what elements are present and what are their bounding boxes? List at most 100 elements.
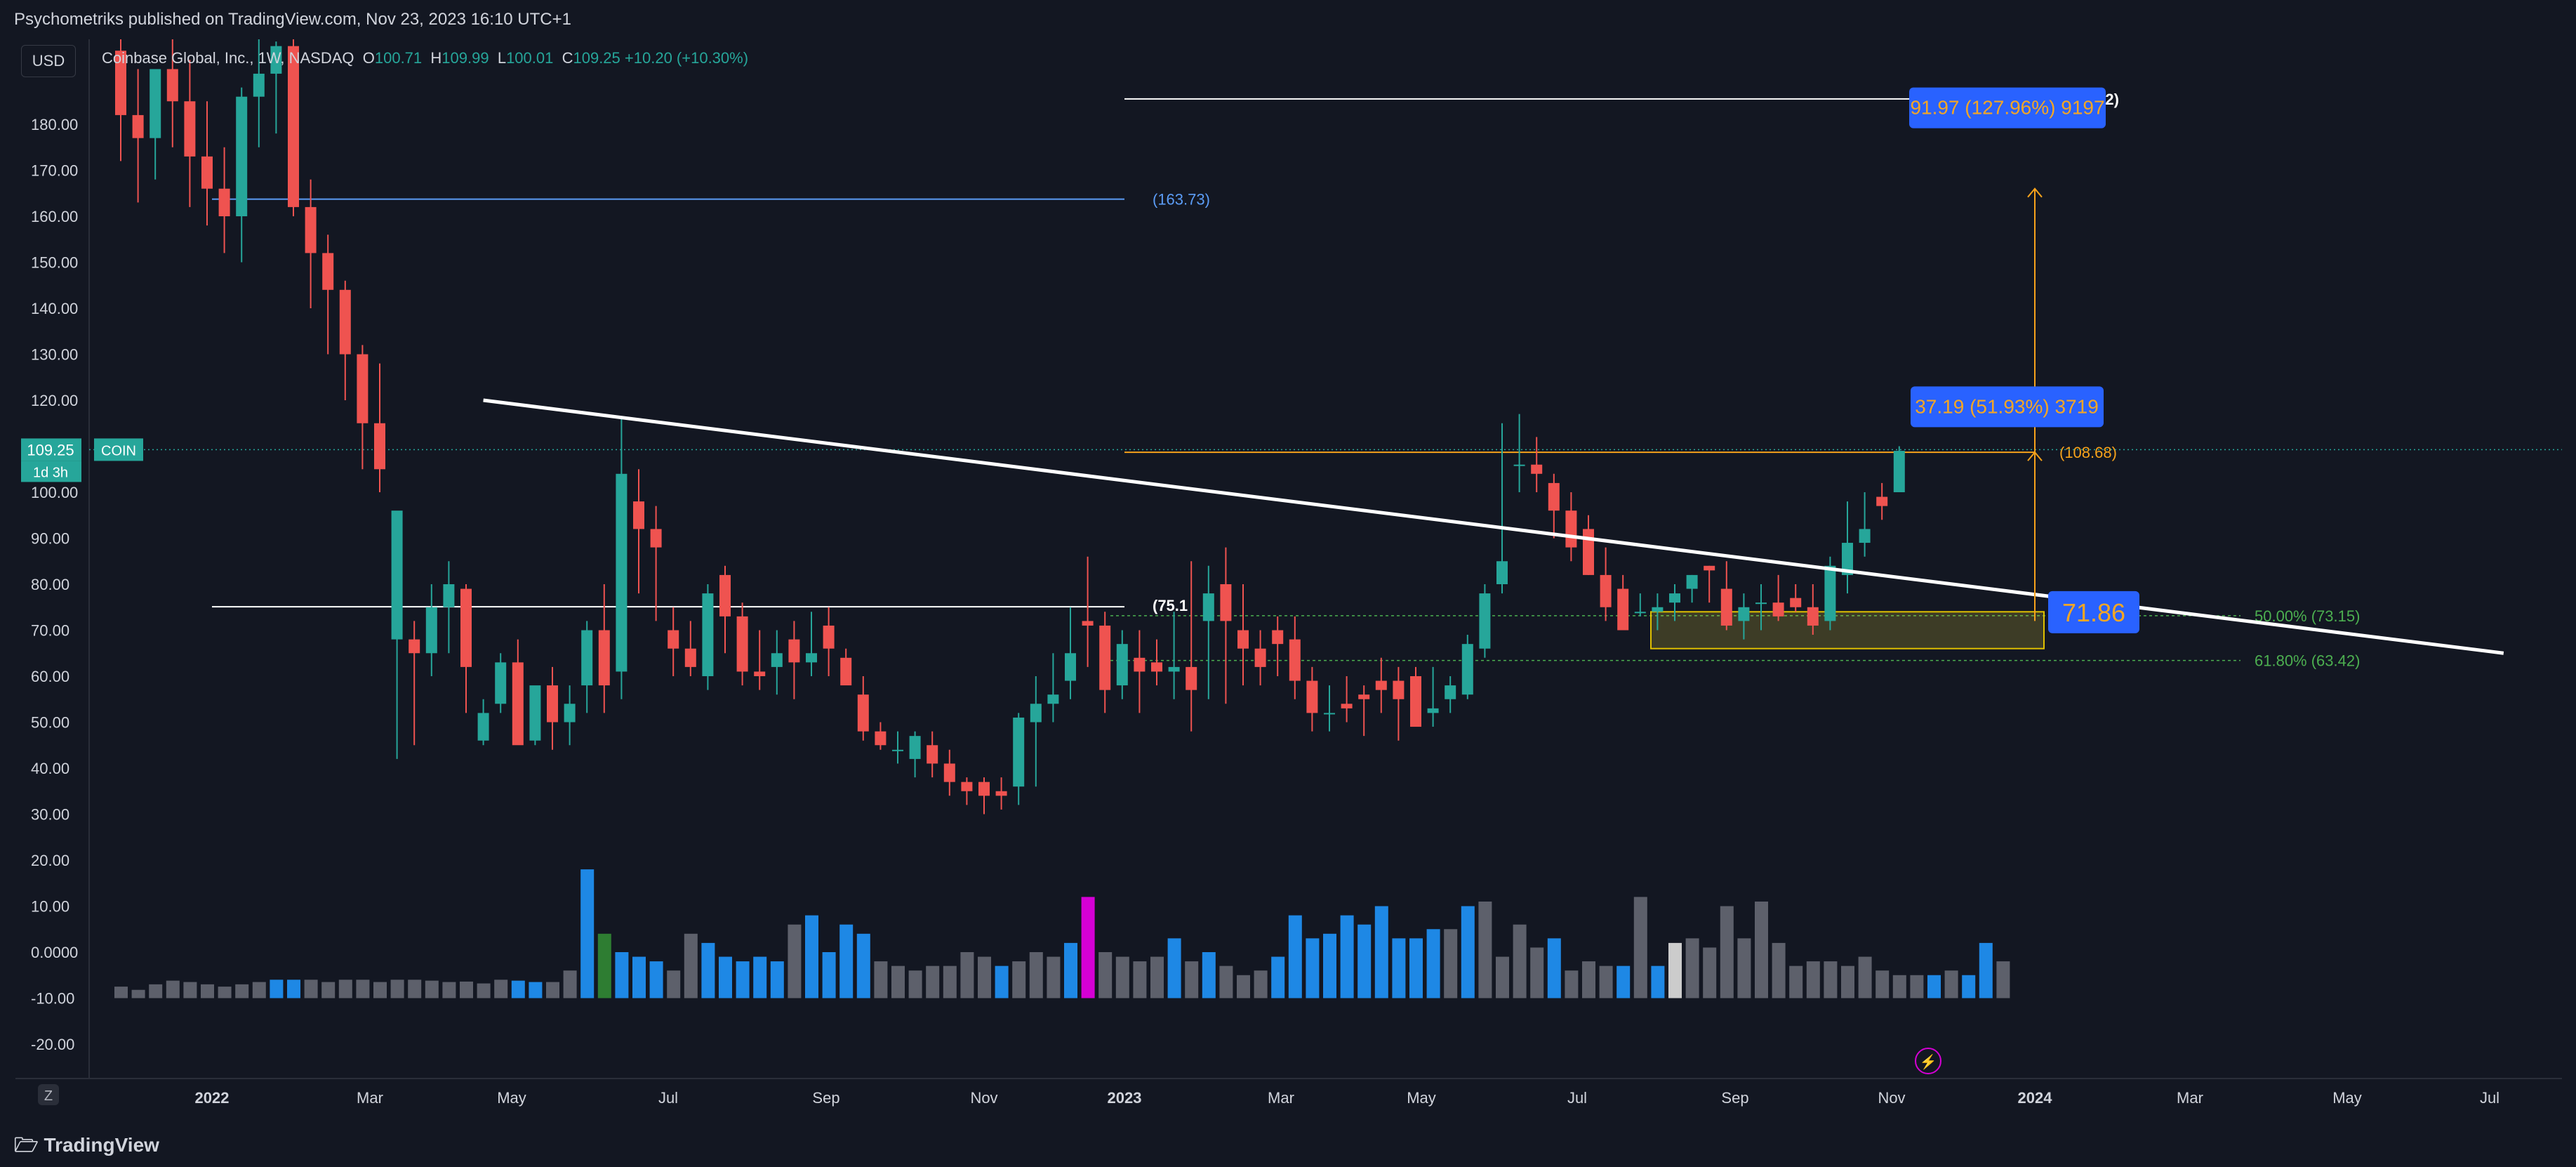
- volume-bar: [736, 961, 750, 998]
- volume-bar: [494, 980, 508, 998]
- last-price-tag: [21, 438, 81, 461]
- volume-bar: [632, 956, 646, 998]
- y-tick-label: 90.00: [31, 530, 69, 548]
- timezone-button: [38, 1084, 59, 1105]
- candle-body: [1186, 666, 1197, 690]
- candle-body: [1047, 694, 1059, 704]
- candle-body: [650, 529, 662, 548]
- candle-body: [443, 584, 455, 607]
- tradingview-logo[interactable]: 🗁 TradingView: [14, 1130, 159, 1164]
- symbol-tag-label: COIN: [101, 443, 136, 459]
- candle-body: [1375, 680, 1387, 690]
- candle-body: [840, 657, 852, 686]
- volume-bar: [597, 933, 611, 998]
- candle-body: [132, 114, 144, 138]
- candle-body: [305, 206, 317, 253]
- candle-body: [1755, 602, 1767, 605]
- chart-area[interactable]: 180.00 170.00 160.00 150.00 140.00 130.00 120.…: [15, 39, 2562, 1123]
- volume-bar: [1651, 965, 1665, 998]
- x-tick-label: 2023: [1108, 1089, 1142, 1107]
- volume-bar: [1996, 961, 2010, 998]
- currency-selector[interactable]: USD: [21, 45, 76, 77]
- y-tick-label: 160.00: [31, 208, 78, 225]
- y-tick-label: 40.00: [31, 760, 69, 777]
- candle-body: [1289, 639, 1301, 681]
- measure-label-box-2: [1909, 87, 2106, 128]
- symbol-tag: [94, 438, 143, 461]
- candle-body: [495, 662, 507, 704]
- volume-bar: [995, 965, 1009, 998]
- volume-bar: [856, 933, 870, 998]
- volume-bar: [1789, 965, 1803, 998]
- volume-bar: [1824, 961, 1838, 998]
- volume-bar: [1858, 956, 1872, 998]
- open-value: 100.71: [374, 49, 423, 67]
- x-tick-label: Nov: [970, 1089, 997, 1107]
- volume-bar: [183, 982, 197, 998]
- volume-bar: [580, 869, 595, 998]
- price-chart[interactable]: 180.00 170.00 160.00 150.00 140.00 130.00 120.…: [15, 39, 2562, 1123]
- x-tick-label: Sep: [1721, 1089, 1748, 1107]
- candle-body: [788, 639, 800, 663]
- volume-bar: [978, 956, 991, 998]
- countdown-value: 1d 3h: [33, 465, 68, 480]
- volume-bar: [1927, 975, 1941, 998]
- low-value: 100.01: [506, 49, 554, 67]
- candle-body: [1859, 529, 1871, 543]
- close-label: C: [562, 49, 573, 67]
- volume-bar: [1616, 965, 1631, 998]
- box-label-bg: [2048, 591, 2139, 633]
- candle-body: [1065, 653, 1076, 681]
- volume-bar: [926, 965, 940, 998]
- candle-body: [1634, 612, 1646, 614]
- volume-bar: [649, 961, 663, 998]
- candle-body: [1842, 543, 1853, 575]
- measure-label-box-1: [1911, 386, 2104, 428]
- volume-bar: [373, 982, 387, 998]
- x-tick-label: May: [497, 1089, 526, 1107]
- candle-body: [616, 473, 628, 672]
- timezone-button-label: Z: [44, 1088, 53, 1104]
- candle-body: [668, 630, 679, 649]
- candle-body: [1082, 621, 1094, 626]
- candle-body: [927, 745, 938, 764]
- candle-body: [1824, 565, 1836, 621]
- candle-body: [1686, 574, 1698, 589]
- y-tick-label: 20.00: [31, 852, 69, 869]
- fib-50-label: 50.00% (73.15): [2255, 607, 2360, 625]
- volume-bar: [442, 982, 456, 998]
- candle-body: [581, 630, 593, 686]
- volume-bar: [321, 982, 336, 998]
- volume-bar: [822, 952, 836, 998]
- candle-body: [909, 736, 921, 759]
- volume-bar: [149, 984, 163, 998]
- volume-bar: [546, 982, 559, 998]
- volume-bar: [1167, 938, 1181, 998]
- volume-bar: [1254, 970, 1268, 998]
- measure-label-2: 91.97 (127.96%) 9197: [1910, 97, 2104, 119]
- candle-body: [1254, 648, 1266, 667]
- candle-body: [1445, 685, 1456, 699]
- volume-bar: [408, 980, 422, 998]
- candle-body: [995, 791, 1007, 796]
- volume-bar: [1582, 961, 1595, 998]
- candle-body: [322, 253, 334, 290]
- x-tick-label: Sep: [812, 1089, 839, 1107]
- x-tick-label: Mar: [1268, 1089, 1294, 1107]
- volume-bar: [1271, 956, 1285, 998]
- candle-body: [1030, 704, 1042, 723]
- candle-body: [1272, 630, 1284, 645]
- measure-label-1: 37.19 (51.93%) 3719: [1915, 395, 2099, 417]
- volume-bar: [1098, 952, 1113, 998]
- volume-bar: [667, 970, 681, 998]
- volume-bar: [270, 980, 284, 998]
- candle-body: [253, 73, 265, 97]
- lightning-icon-glyph: ⚡: [1920, 1053, 1937, 1070]
- volume-bar: [1081, 897, 1095, 998]
- candle-body: [236, 96, 248, 216]
- volume-bar: [1720, 906, 1734, 998]
- candle-body: [564, 704, 576, 723]
- y-tick-label: 10.00: [31, 898, 69, 916]
- tv-logo-icon: 🗁: [14, 1134, 39, 1156]
- volume-bar: [805, 915, 818, 998]
